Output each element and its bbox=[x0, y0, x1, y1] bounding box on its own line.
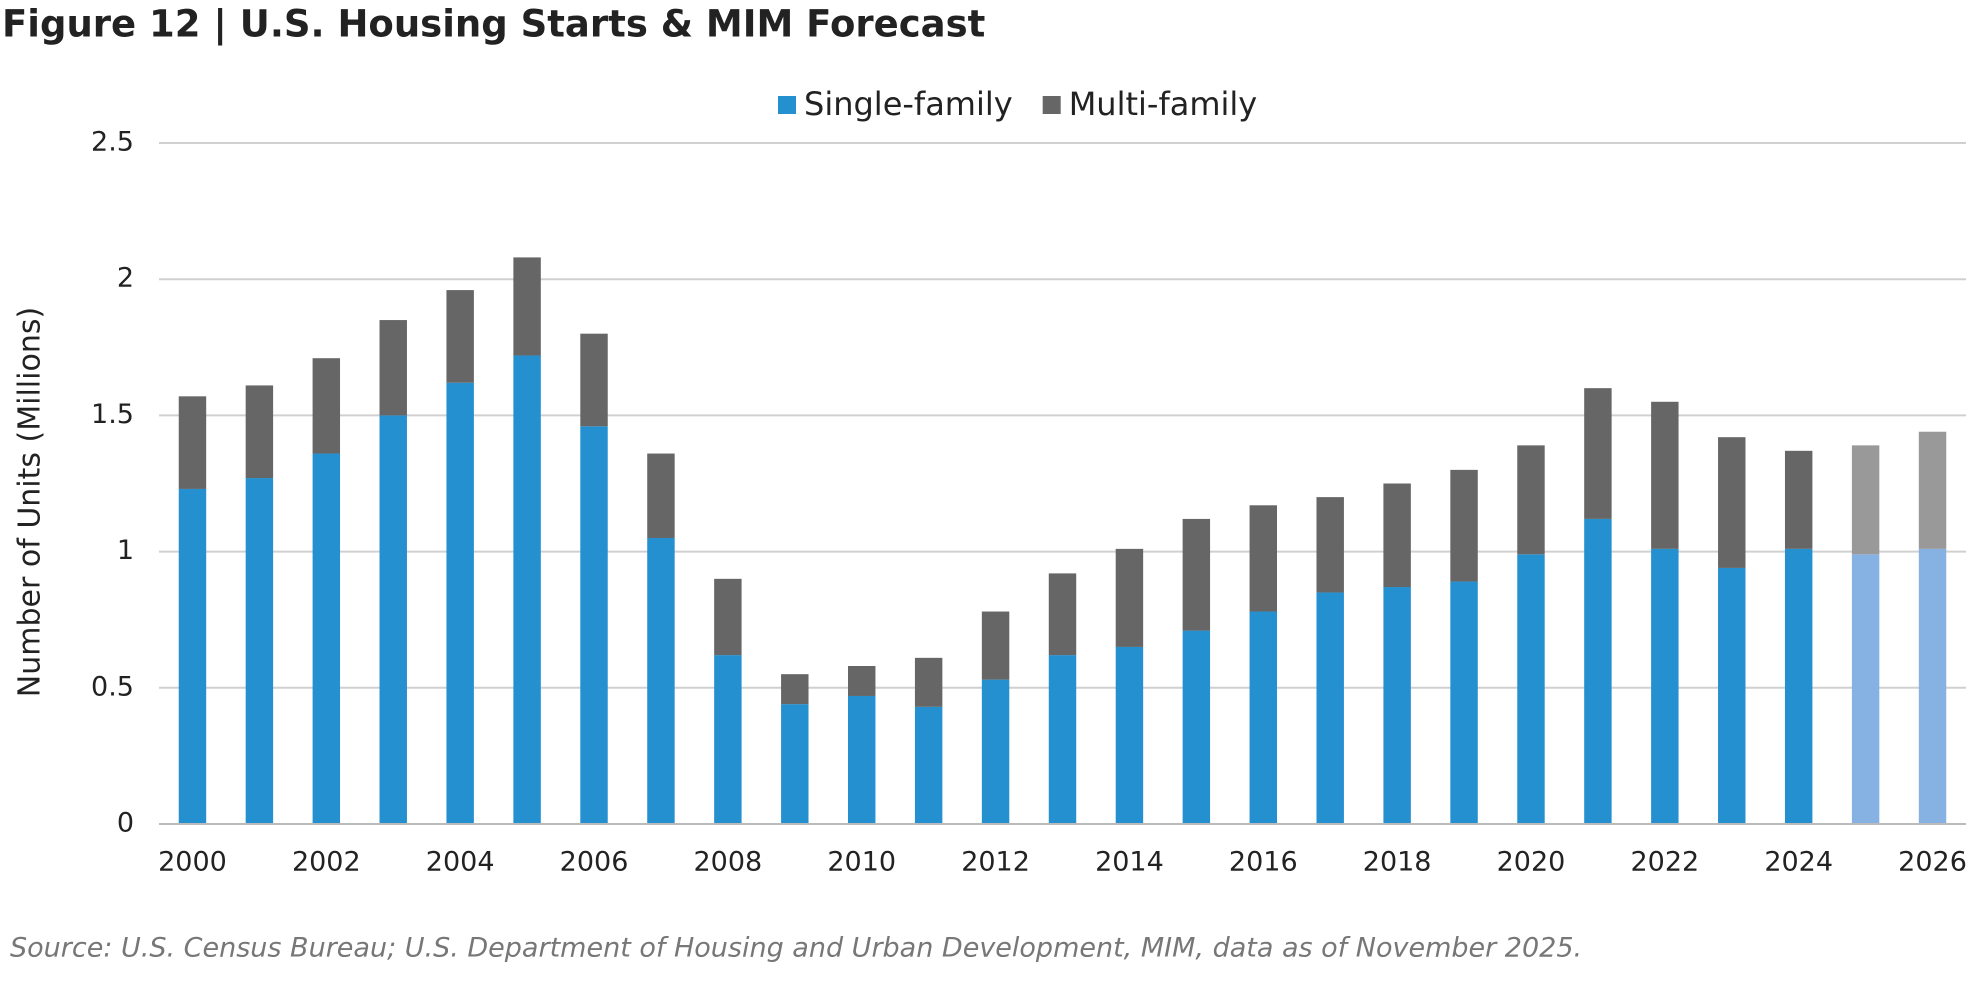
bar-segment bbox=[1450, 581, 1478, 824]
bar-segment bbox=[1182, 518, 1211, 631]
bar-segment bbox=[1115, 548, 1144, 647]
y-tick-label: 1 bbox=[117, 535, 134, 566]
bar-segment bbox=[647, 453, 675, 538]
bar-segment bbox=[1918, 548, 1947, 824]
bar-segment bbox=[1383, 483, 1411, 588]
bar-segment bbox=[1316, 592, 1344, 824]
bar-segment bbox=[1517, 445, 1545, 555]
bar-segment bbox=[1851, 445, 1880, 555]
bar-segment bbox=[914, 657, 943, 707]
bar-segment bbox=[981, 679, 1010, 824]
bar-segment bbox=[1048, 573, 1077, 656]
x-tick-label: 2010 bbox=[827, 847, 896, 878]
y-tick-label: 1.5 bbox=[91, 399, 134, 430]
x-tick-label: 2024 bbox=[1764, 847, 1833, 878]
bar-segment bbox=[1718, 567, 1746, 824]
bar-segment bbox=[1918, 431, 1947, 549]
x-tick-label: 2008 bbox=[694, 847, 763, 878]
bar-segment bbox=[580, 333, 608, 427]
bar-segment bbox=[1651, 401, 1679, 549]
x-tick-label: 2000 bbox=[158, 847, 227, 878]
bar-segment bbox=[714, 578, 742, 656]
bar-segment bbox=[1784, 548, 1813, 824]
legend-label: Multi-family bbox=[1069, 85, 1258, 123]
bar-segment bbox=[848, 666, 876, 696]
y-axis-title: Number of Units (Millions) bbox=[13, 307, 48, 697]
bar-segment bbox=[379, 415, 407, 824]
x-tick-label: 2020 bbox=[1497, 847, 1566, 878]
x-tick-label: 2002 bbox=[292, 847, 361, 878]
y-tick-label: 0.5 bbox=[91, 671, 134, 702]
bar-segment bbox=[312, 453, 341, 824]
x-tick-label: 2014 bbox=[1095, 847, 1164, 878]
bar-segment bbox=[1784, 450, 1813, 549]
source-note: Source: U.S. Census Bureau; U.S. Departm… bbox=[10, 933, 1582, 964]
bar-segment bbox=[312, 358, 341, 454]
bar-segment bbox=[781, 704, 809, 824]
x-tick-label: 2012 bbox=[961, 847, 1030, 878]
bar-segment bbox=[1383, 587, 1411, 824]
chart-title: Figure 12 | U.S. Housing Starts & MIM Fo… bbox=[2, 3, 985, 46]
y-tick-label: 0 bbox=[117, 808, 134, 839]
bar-segment bbox=[981, 611, 1010, 680]
x-tick-label: 2016 bbox=[1229, 847, 1298, 878]
x-tick-label: 2018 bbox=[1363, 847, 1432, 878]
bar-segment bbox=[1182, 630, 1211, 824]
bar-segment bbox=[1584, 518, 1612, 824]
bar-segment bbox=[1316, 497, 1344, 593]
bar-segment bbox=[1718, 437, 1746, 568]
bar-segment bbox=[1584, 388, 1612, 519]
bar-segment bbox=[647, 537, 675, 824]
bar-segment bbox=[1517, 554, 1545, 824]
bar-segment bbox=[1450, 469, 1478, 582]
x-tick-label: 2026 bbox=[1898, 847, 1966, 878]
y-tick-label: 2 bbox=[117, 263, 134, 294]
bar-segment bbox=[446, 290, 474, 383]
bar-segment bbox=[1651, 548, 1679, 824]
legend-swatch bbox=[1042, 96, 1061, 114]
legend-swatch bbox=[778, 96, 796, 114]
bar-segment bbox=[446, 382, 474, 824]
legend-label: Single-family bbox=[804, 85, 1013, 123]
bar-segment bbox=[1249, 611, 1277, 824]
bar-segment bbox=[714, 655, 742, 824]
bar-segment bbox=[245, 385, 274, 479]
x-tick-label: 2022 bbox=[1630, 847, 1699, 878]
x-tick-label: 2004 bbox=[426, 847, 495, 878]
bar-segment bbox=[1249, 505, 1277, 612]
bar-segment bbox=[178, 488, 207, 824]
bar-segment bbox=[914, 706, 943, 824]
y-tick-label: 2.5 bbox=[91, 127, 134, 158]
bar-segment bbox=[513, 355, 541, 824]
bar-segment bbox=[1115, 646, 1144, 824]
x-tick-label: 2006 bbox=[560, 847, 629, 878]
bar-segment bbox=[1048, 655, 1077, 824]
bar-segment bbox=[781, 674, 809, 705]
bar-segment bbox=[513, 257, 541, 356]
bar-segment bbox=[580, 426, 608, 824]
bar-segment bbox=[379, 320, 407, 416]
bar-segment bbox=[245, 478, 274, 824]
bar-segment bbox=[848, 695, 876, 824]
bar-segment bbox=[1851, 554, 1880, 824]
bar-segment bbox=[178, 396, 207, 489]
